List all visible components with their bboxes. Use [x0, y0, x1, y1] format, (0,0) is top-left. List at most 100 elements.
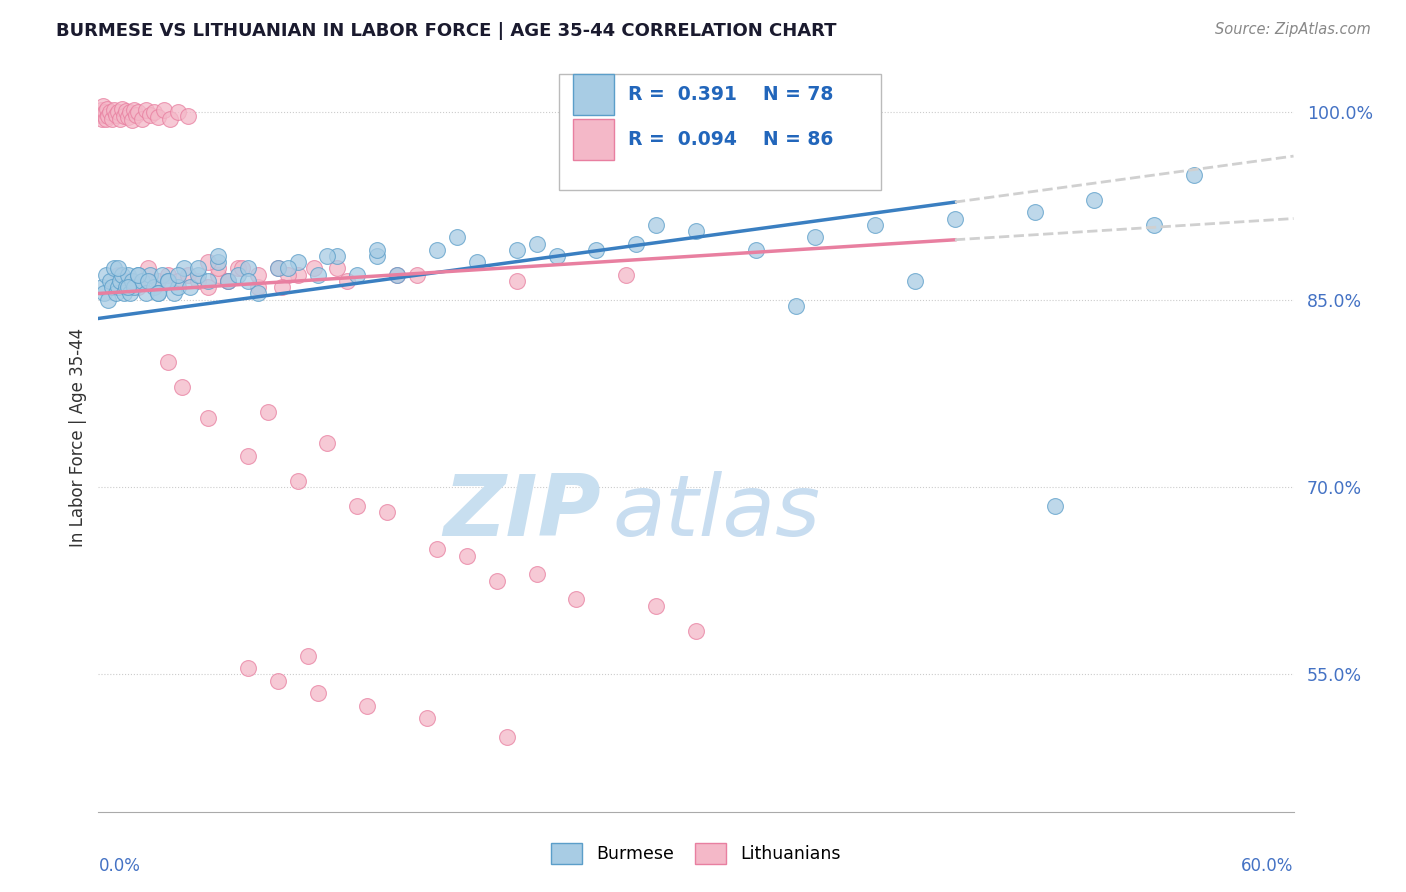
Point — [107, 261, 129, 276]
Point — [115, 280, 138, 294]
Point — [495, 730, 517, 744]
Point — [125, 108, 148, 122]
Point — [139, 268, 162, 282]
Point — [148, 286, 170, 301]
Text: 0.0%: 0.0% — [98, 856, 141, 875]
Point — [187, 274, 209, 288]
Point — [326, 249, 349, 263]
Point — [167, 105, 190, 120]
Point — [506, 274, 529, 288]
Point — [197, 255, 219, 269]
Point — [267, 261, 290, 276]
Point — [217, 274, 239, 288]
Y-axis label: In Labor Force | Age 35-44: In Labor Force | Age 35-44 — [69, 327, 87, 547]
Point — [385, 268, 409, 282]
Point — [107, 280, 129, 294]
Point — [904, 274, 927, 288]
Point — [117, 111, 139, 125]
Text: ZIP: ZIP — [443, 470, 600, 554]
Point — [157, 274, 180, 288]
Point — [546, 249, 568, 263]
Point — [93, 108, 115, 122]
Point — [124, 280, 146, 294]
Point — [187, 268, 209, 282]
Point — [785, 299, 807, 313]
Point — [148, 286, 170, 301]
Point — [135, 103, 157, 117]
Point — [91, 280, 114, 294]
Point — [267, 673, 290, 688]
Point — [93, 99, 115, 113]
Point — [302, 261, 325, 276]
Point — [172, 380, 194, 394]
Point — [117, 268, 139, 282]
Point — [1043, 499, 1066, 513]
Point — [167, 274, 190, 288]
Point — [366, 249, 388, 263]
Point — [426, 542, 449, 557]
Point — [98, 105, 122, 120]
Point — [366, 243, 388, 257]
Text: R =  0.094    N = 86: R = 0.094 N = 86 — [628, 129, 834, 149]
Point — [207, 261, 229, 276]
Point — [96, 268, 118, 282]
Text: BURMESE VS LITHUANIAN IN LABOR FORCE | AGE 35-44 CORRELATION CHART: BURMESE VS LITHUANIAN IN LABOR FORCE | A… — [56, 22, 837, 40]
Point — [89, 108, 111, 122]
Point — [94, 105, 117, 120]
Point — [153, 103, 176, 117]
Point — [167, 280, 190, 294]
Point — [127, 105, 149, 120]
Point — [297, 648, 319, 663]
Point — [685, 224, 707, 238]
Point — [197, 411, 219, 425]
Point — [236, 274, 259, 288]
FancyBboxPatch shape — [572, 119, 613, 160]
Point — [97, 293, 120, 307]
Text: R =  0.391    N = 78: R = 0.391 N = 78 — [628, 85, 834, 103]
Point — [226, 268, 249, 282]
Point — [107, 268, 129, 282]
Point — [97, 109, 120, 123]
Point — [231, 261, 253, 276]
Point — [103, 261, 125, 276]
Point — [287, 268, 309, 282]
Point — [93, 286, 115, 301]
Point — [101, 112, 124, 126]
Point — [1143, 218, 1166, 232]
Point — [316, 249, 339, 263]
Point — [110, 274, 132, 288]
Point — [117, 280, 139, 294]
Point — [120, 105, 142, 120]
Point — [105, 108, 128, 122]
Point — [139, 108, 162, 122]
Point — [246, 286, 269, 301]
Point — [103, 103, 125, 117]
Point — [246, 280, 269, 294]
Point — [246, 268, 269, 282]
Point — [585, 243, 607, 257]
Point — [526, 567, 548, 582]
Point — [565, 592, 588, 607]
Point — [346, 268, 368, 282]
Point — [127, 268, 149, 282]
Point — [177, 268, 200, 282]
Point — [90, 103, 112, 117]
Point — [136, 261, 159, 276]
Point — [217, 274, 239, 288]
Point — [167, 268, 190, 282]
Point — [385, 268, 409, 282]
Point — [426, 243, 449, 257]
Point — [256, 405, 278, 419]
Point — [207, 249, 229, 263]
Point — [270, 280, 292, 294]
Point — [336, 274, 359, 288]
Point — [173, 261, 195, 276]
Text: Source: ZipAtlas.com: Source: ZipAtlas.com — [1215, 22, 1371, 37]
Point — [121, 274, 143, 288]
Point — [307, 268, 329, 282]
Point — [120, 286, 142, 301]
Point — [115, 104, 138, 119]
Point — [1024, 205, 1046, 219]
Point — [287, 255, 309, 269]
Point — [217, 274, 239, 288]
